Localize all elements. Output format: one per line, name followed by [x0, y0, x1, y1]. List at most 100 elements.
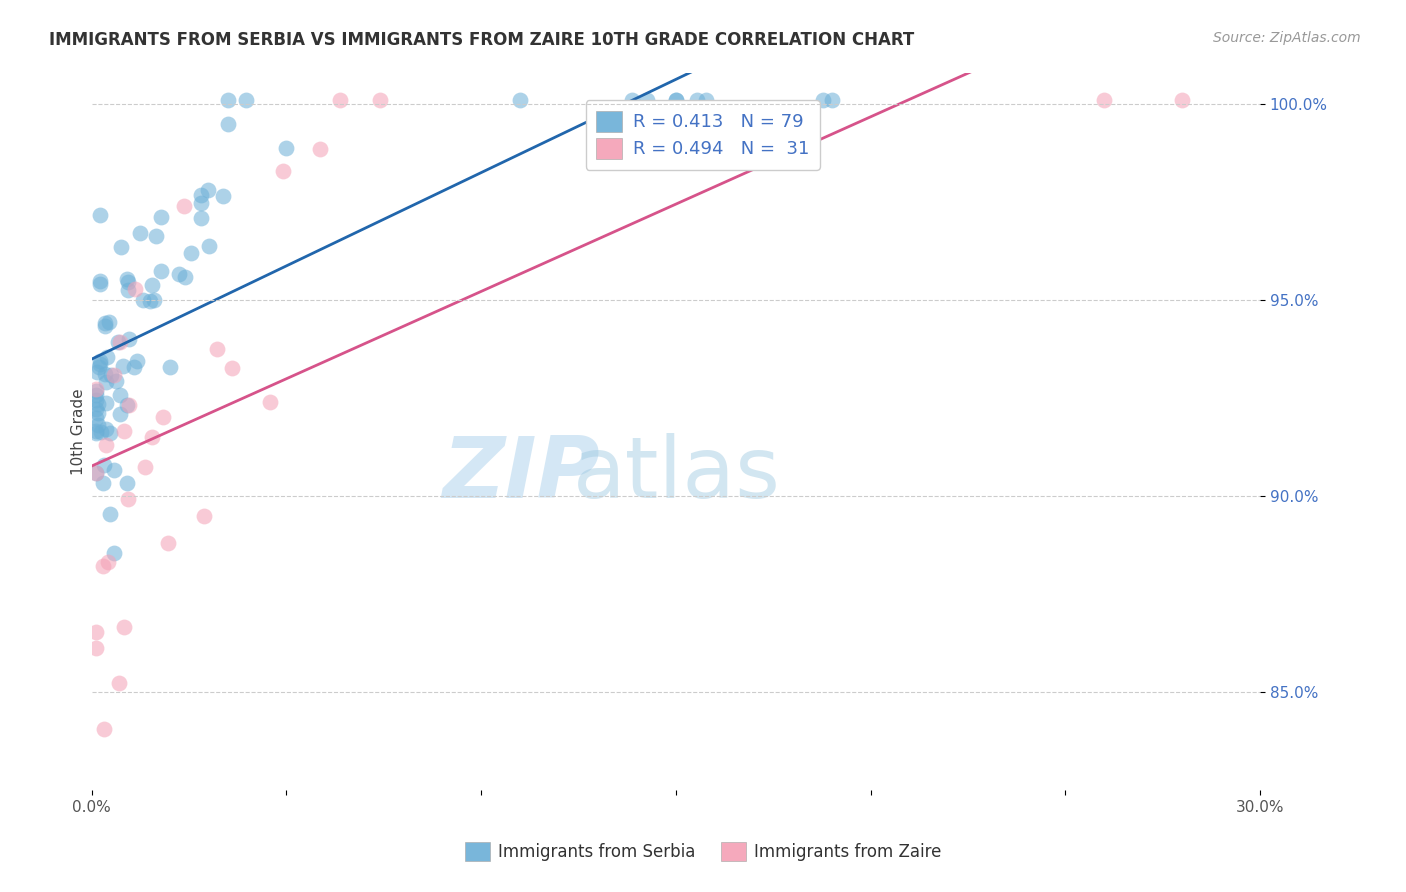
Point — [115, 398, 138, 412]
Point — [124, 282, 146, 296]
Point — [1092, 94, 1115, 108]
Point — [190, 187, 212, 202]
Point — [821, 94, 844, 108]
Point — [139, 293, 162, 308]
Point — [107, 676, 129, 690]
Text: IMMIGRANTS FROM SERBIA VS IMMIGRANTS FROM ZAIRE 10TH GRADE CORRELATION CHART: IMMIGRANTS FROM SERBIA VS IMMIGRANTS FRO… — [49, 31, 914, 49]
Point — [141, 278, 163, 293]
Point — [87, 397, 110, 411]
Point — [84, 424, 107, 438]
Text: atlas: atlas — [574, 433, 782, 516]
Point — [90, 425, 112, 440]
Point — [94, 422, 117, 436]
Point — [159, 360, 181, 375]
Point — [89, 353, 111, 368]
Point — [145, 228, 167, 243]
Point — [86, 406, 108, 420]
Point — [141, 430, 163, 444]
Point — [94, 316, 117, 330]
Point — [150, 263, 173, 277]
Point — [190, 196, 212, 211]
Point — [125, 354, 148, 368]
Point — [96, 350, 118, 364]
Point — [84, 384, 107, 398]
Point — [84, 388, 107, 402]
Point — [122, 359, 145, 374]
Text: ZIP: ZIP — [443, 433, 600, 516]
Point — [509, 94, 531, 108]
Point — [84, 411, 107, 425]
Point — [217, 117, 239, 131]
Point — [117, 475, 139, 490]
Point — [98, 315, 121, 329]
Point — [107, 335, 129, 350]
Point — [98, 425, 121, 440]
Point — [89, 357, 111, 371]
Point — [97, 555, 120, 569]
Point — [686, 94, 709, 108]
Point — [86, 366, 108, 380]
Point — [84, 382, 107, 396]
Point — [103, 545, 125, 559]
Point — [89, 207, 111, 221]
Point — [100, 368, 122, 382]
Point — [117, 275, 139, 289]
Point — [117, 271, 139, 285]
Point — [96, 396, 118, 410]
Point — [110, 408, 132, 422]
Point — [84, 425, 107, 440]
Point — [695, 94, 717, 108]
Point — [111, 359, 134, 373]
Point — [620, 94, 643, 108]
Point — [156, 535, 179, 549]
Point — [89, 277, 111, 291]
Point — [84, 466, 107, 480]
Point — [94, 376, 117, 390]
Point — [91, 559, 114, 574]
Point — [308, 142, 330, 156]
Point — [174, 269, 197, 284]
Point — [84, 393, 107, 408]
Point — [193, 508, 215, 523]
Point — [104, 374, 127, 388]
Point — [152, 409, 174, 424]
Point — [96, 438, 118, 452]
Point — [93, 318, 115, 333]
Point — [84, 401, 107, 416]
Legend: R = 0.413   N = 79, R = 0.494   N =  31: R = 0.413 N = 79, R = 0.494 N = 31 — [586, 100, 820, 169]
Point — [811, 94, 834, 108]
Point — [132, 293, 155, 308]
Point — [1171, 94, 1194, 108]
Legend: Immigrants from Serbia, Immigrants from Zaire: Immigrants from Serbia, Immigrants from … — [458, 835, 948, 868]
Point — [143, 293, 166, 308]
Point — [112, 619, 135, 633]
Point — [636, 94, 658, 108]
Point — [84, 466, 107, 480]
Point — [329, 94, 352, 108]
Point — [94, 368, 117, 382]
Point — [197, 183, 219, 197]
Point — [98, 508, 121, 522]
Text: Source: ZipAtlas.com: Source: ZipAtlas.com — [1213, 31, 1361, 45]
Point — [84, 625, 107, 640]
Point — [118, 398, 141, 412]
Point — [103, 368, 125, 383]
Point — [221, 360, 243, 375]
Y-axis label: 10th Grade: 10th Grade — [72, 388, 86, 475]
Point — [205, 342, 228, 356]
Point — [368, 94, 391, 108]
Point — [87, 359, 110, 374]
Point — [108, 334, 131, 349]
Point — [103, 463, 125, 477]
Point — [180, 246, 202, 260]
Point — [259, 395, 281, 409]
Point — [117, 283, 139, 297]
Point — [173, 198, 195, 212]
Point — [271, 164, 294, 178]
Point — [93, 722, 115, 736]
Point — [87, 417, 110, 432]
Point — [117, 332, 139, 346]
Point — [117, 491, 139, 506]
Point — [274, 141, 297, 155]
Point — [110, 240, 132, 254]
